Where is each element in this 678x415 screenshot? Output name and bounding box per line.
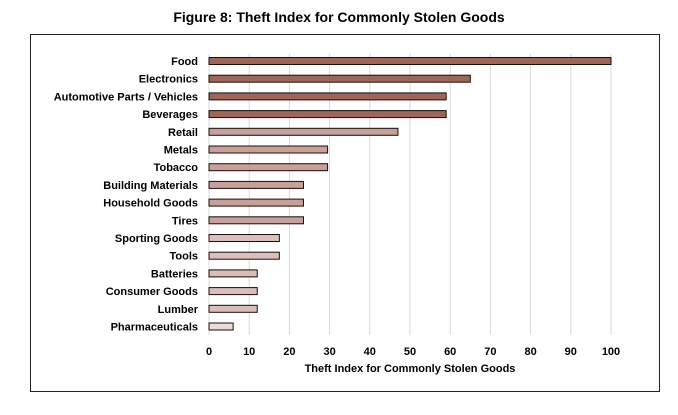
bar	[208, 74, 471, 83]
bar	[208, 269, 258, 278]
category-label: Beverages	[142, 109, 198, 121]
bar	[208, 145, 329, 154]
category-label: Batteries	[151, 268, 198, 280]
category-label: Automotive Parts / Vehicles	[54, 91, 198, 103]
bar	[208, 234, 280, 242]
bar	[208, 92, 447, 101]
category-label: Household Goods	[103, 198, 198, 210]
chart-frame	[30, 34, 660, 392]
category-label: Metals	[164, 145, 198, 157]
x-tick-label: 50	[404, 346, 416, 358]
bar	[208, 322, 234, 331]
category-label: Tobacco	[154, 162, 199, 174]
bar	[208, 163, 329, 172]
bar	[208, 110, 447, 119]
category-label: Electronics	[139, 74, 198, 86]
x-tick-label: 10	[243, 346, 255, 358]
chart-title: Figure 8: Theft Index for Commonly Stole…	[173, 9, 505, 25]
x-tick-label: 0	[206, 346, 212, 358]
x-tick-label: 60	[444, 346, 456, 358]
bar	[208, 57, 612, 65]
category-label: Lumber	[158, 304, 199, 316]
bar	[208, 287, 258, 296]
x-tick-label: 70	[484, 346, 496, 358]
x-tick-label: 30	[323, 346, 335, 358]
category-label: Sporting Goods	[115, 233, 198, 245]
bar	[208, 127, 399, 136]
x-axis-label: Theft Index for Commonly Stolen Goods	[305, 363, 516, 375]
category-label: Food	[171, 56, 198, 68]
category-label: Pharmaceuticals	[111, 322, 198, 334]
bar	[208, 304, 258, 313]
x-tick-label: 100	[602, 346, 620, 358]
x-tick-label: 20	[283, 346, 295, 358]
bar	[208, 251, 280, 260]
bar	[208, 180, 304, 189]
category-label: Building Materials	[103, 180, 198, 192]
x-tick-label: 40	[364, 346, 376, 358]
category-label: Consumer Goods	[106, 286, 198, 298]
category-label: Retail	[168, 127, 198, 139]
category-label: Tools	[169, 251, 198, 263]
x-tick-label: 80	[524, 346, 536, 358]
category-label: Tires	[172, 215, 198, 227]
x-tick-label: 90	[565, 346, 577, 358]
bar	[208, 198, 304, 207]
bar	[208, 216, 304, 225]
